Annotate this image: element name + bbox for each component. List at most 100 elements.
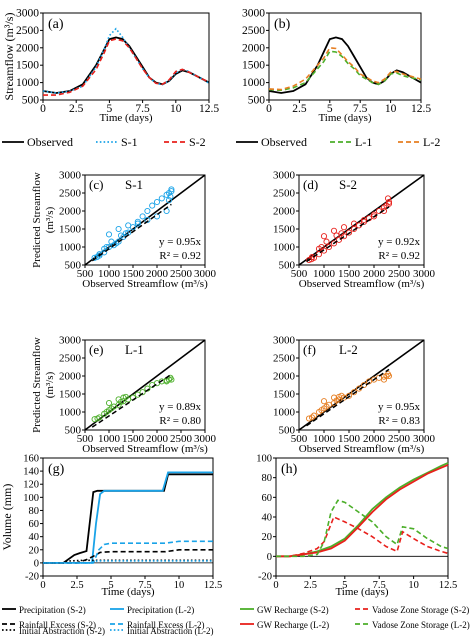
y-tick-label: 80	[262, 473, 273, 484]
y-tick-label: 2000	[16, 42, 39, 54]
y-tick-label: 1500	[273, 389, 296, 401]
legend-label: Precipitation (S-2)	[19, 605, 86, 615]
x-tick-label: 2000	[363, 268, 386, 280]
x-tick-label: 5	[327, 103, 333, 115]
y-tick-label: -20	[258, 572, 272, 583]
x-tick-label: 2.5	[304, 580, 317, 591]
panel-label: (e)	[89, 342, 103, 357]
panel-label: (g)	[48, 462, 65, 477]
x-tick-label: 7.5	[135, 103, 150, 115]
legend-label: Vadose Zone Storage (L-2)	[372, 620, 470, 630]
series-line	[276, 464, 449, 558]
fit-line	[306, 206, 390, 263]
y-tick-label: 60	[29, 519, 40, 530]
data-point	[105, 399, 113, 407]
y-tick-label: 1500	[273, 224, 296, 236]
data-point	[117, 398, 125, 405]
legend-label: Rainfall Excess (L-2)	[127, 620, 204, 630]
y-tick-label: 1500	[16, 60, 39, 72]
series-line	[42, 36, 210, 94]
y-tick-label: 1000	[273, 242, 296, 254]
y-tick-label: 1500	[59, 224, 82, 236]
x-tick-label: 12.5	[439, 580, 457, 591]
series-line	[268, 50, 422, 92]
x-tick-label: 500	[291, 268, 308, 280]
y-tick-label: 2500	[273, 353, 296, 365]
data-point	[134, 220, 141, 227]
x-tick-label: 12.5	[204, 580, 222, 591]
data-point	[96, 414, 103, 421]
y-tick-label: 2000	[59, 206, 82, 218]
x-axis-label: Observed Streamflow (m³/s)	[299, 443, 425, 455]
x-tick-label: 0	[273, 580, 278, 591]
fit-r2: R² = 0.92	[159, 250, 201, 262]
data-point	[315, 245, 323, 252]
x-tick-label: 1000	[313, 268, 336, 280]
y-tick-label: 1000	[242, 77, 265, 89]
x-axis-label: Time (days)	[101, 586, 154, 598]
series-line	[43, 473, 213, 564]
fit-r2: R² = 0.80	[159, 415, 201, 427]
legend-label: S-1	[121, 135, 138, 149]
data-point	[153, 198, 161, 206]
y-tick-label: 0	[267, 552, 272, 563]
y-axis-label-unit: (m³/s)	[44, 371, 56, 398]
x-tick-label: 3000	[413, 433, 436, 445]
series-line	[268, 46, 422, 91]
data-point	[158, 195, 165, 202]
one-to-one-line	[84, 339, 206, 431]
x-tick-label: 2500	[170, 433, 193, 445]
y-tick-label: 500	[65, 425, 82, 437]
y-tick-label: 3000	[59, 335, 82, 347]
x-tick-label: 1500	[122, 433, 145, 445]
fit-equation: y = 0.95x	[159, 236, 201, 248]
legend-label: Initial Abstraction (L-2)	[127, 626, 213, 636]
data-point	[144, 207, 151, 215]
x-tick-label: 2000	[146, 433, 169, 445]
fit-equation: y = 0.92x	[378, 236, 420, 248]
series-label: L-1	[125, 342, 144, 357]
y-tick-label: 2500	[273, 188, 296, 200]
x-tick-label: 7.5	[373, 580, 386, 591]
y-tick-label: 20	[29, 545, 40, 556]
x-tick-label: 5	[342, 580, 347, 591]
y-tick-label: 3000	[273, 170, 296, 182]
data-point	[320, 398, 328, 405]
x-tick-label: 0	[40, 580, 45, 591]
x-tick-label: 1500	[338, 433, 361, 445]
y-tick-label: 100	[256, 454, 272, 465]
y-tick-label: 500	[22, 95, 40, 107]
panel-label: (a)	[48, 17, 64, 32]
panel-label: (b)	[274, 17, 291, 32]
data-point	[139, 389, 146, 396]
data-point	[385, 198, 393, 206]
fit-equation: y = 0.89x	[159, 401, 201, 413]
data-point	[105, 231, 113, 238]
series-line	[42, 27, 210, 94]
legend-label: GW Recharge (S-2)	[257, 605, 329, 615]
y-tick-label: 2500	[59, 188, 82, 200]
data-point	[338, 392, 345, 399]
x-axis-label: Observed Streamflow (m³/s)	[299, 278, 425, 290]
data-point	[345, 229, 353, 236]
series-line	[43, 38, 210, 96]
y-tick-label: 2500	[242, 25, 265, 37]
series-line	[276, 515, 449, 558]
panel-a: 500 1000 1500 2000 2500 3000 0 2.5 5 7.5 10 12.5 (a)…	[2, 8, 219, 125]
data-point	[308, 254, 316, 261]
data-point	[168, 186, 175, 193]
x-tick-label: 0	[40, 103, 46, 115]
plot-frame-d	[298, 174, 425, 266]
fit-r2: R² = 0.83	[378, 415, 420, 427]
series-label: S-2	[339, 177, 357, 192]
y-tick-label: 60	[262, 493, 273, 504]
series-label: L-2	[339, 342, 358, 357]
data-point	[350, 220, 358, 227]
data-point	[139, 213, 146, 220]
plot-frame-a	[42, 12, 210, 101]
plot-frame-f	[298, 339, 425, 431]
y-tick-label: 0	[34, 558, 39, 569]
y-tick-label: 1000	[59, 407, 82, 419]
data-point	[91, 254, 98, 261]
